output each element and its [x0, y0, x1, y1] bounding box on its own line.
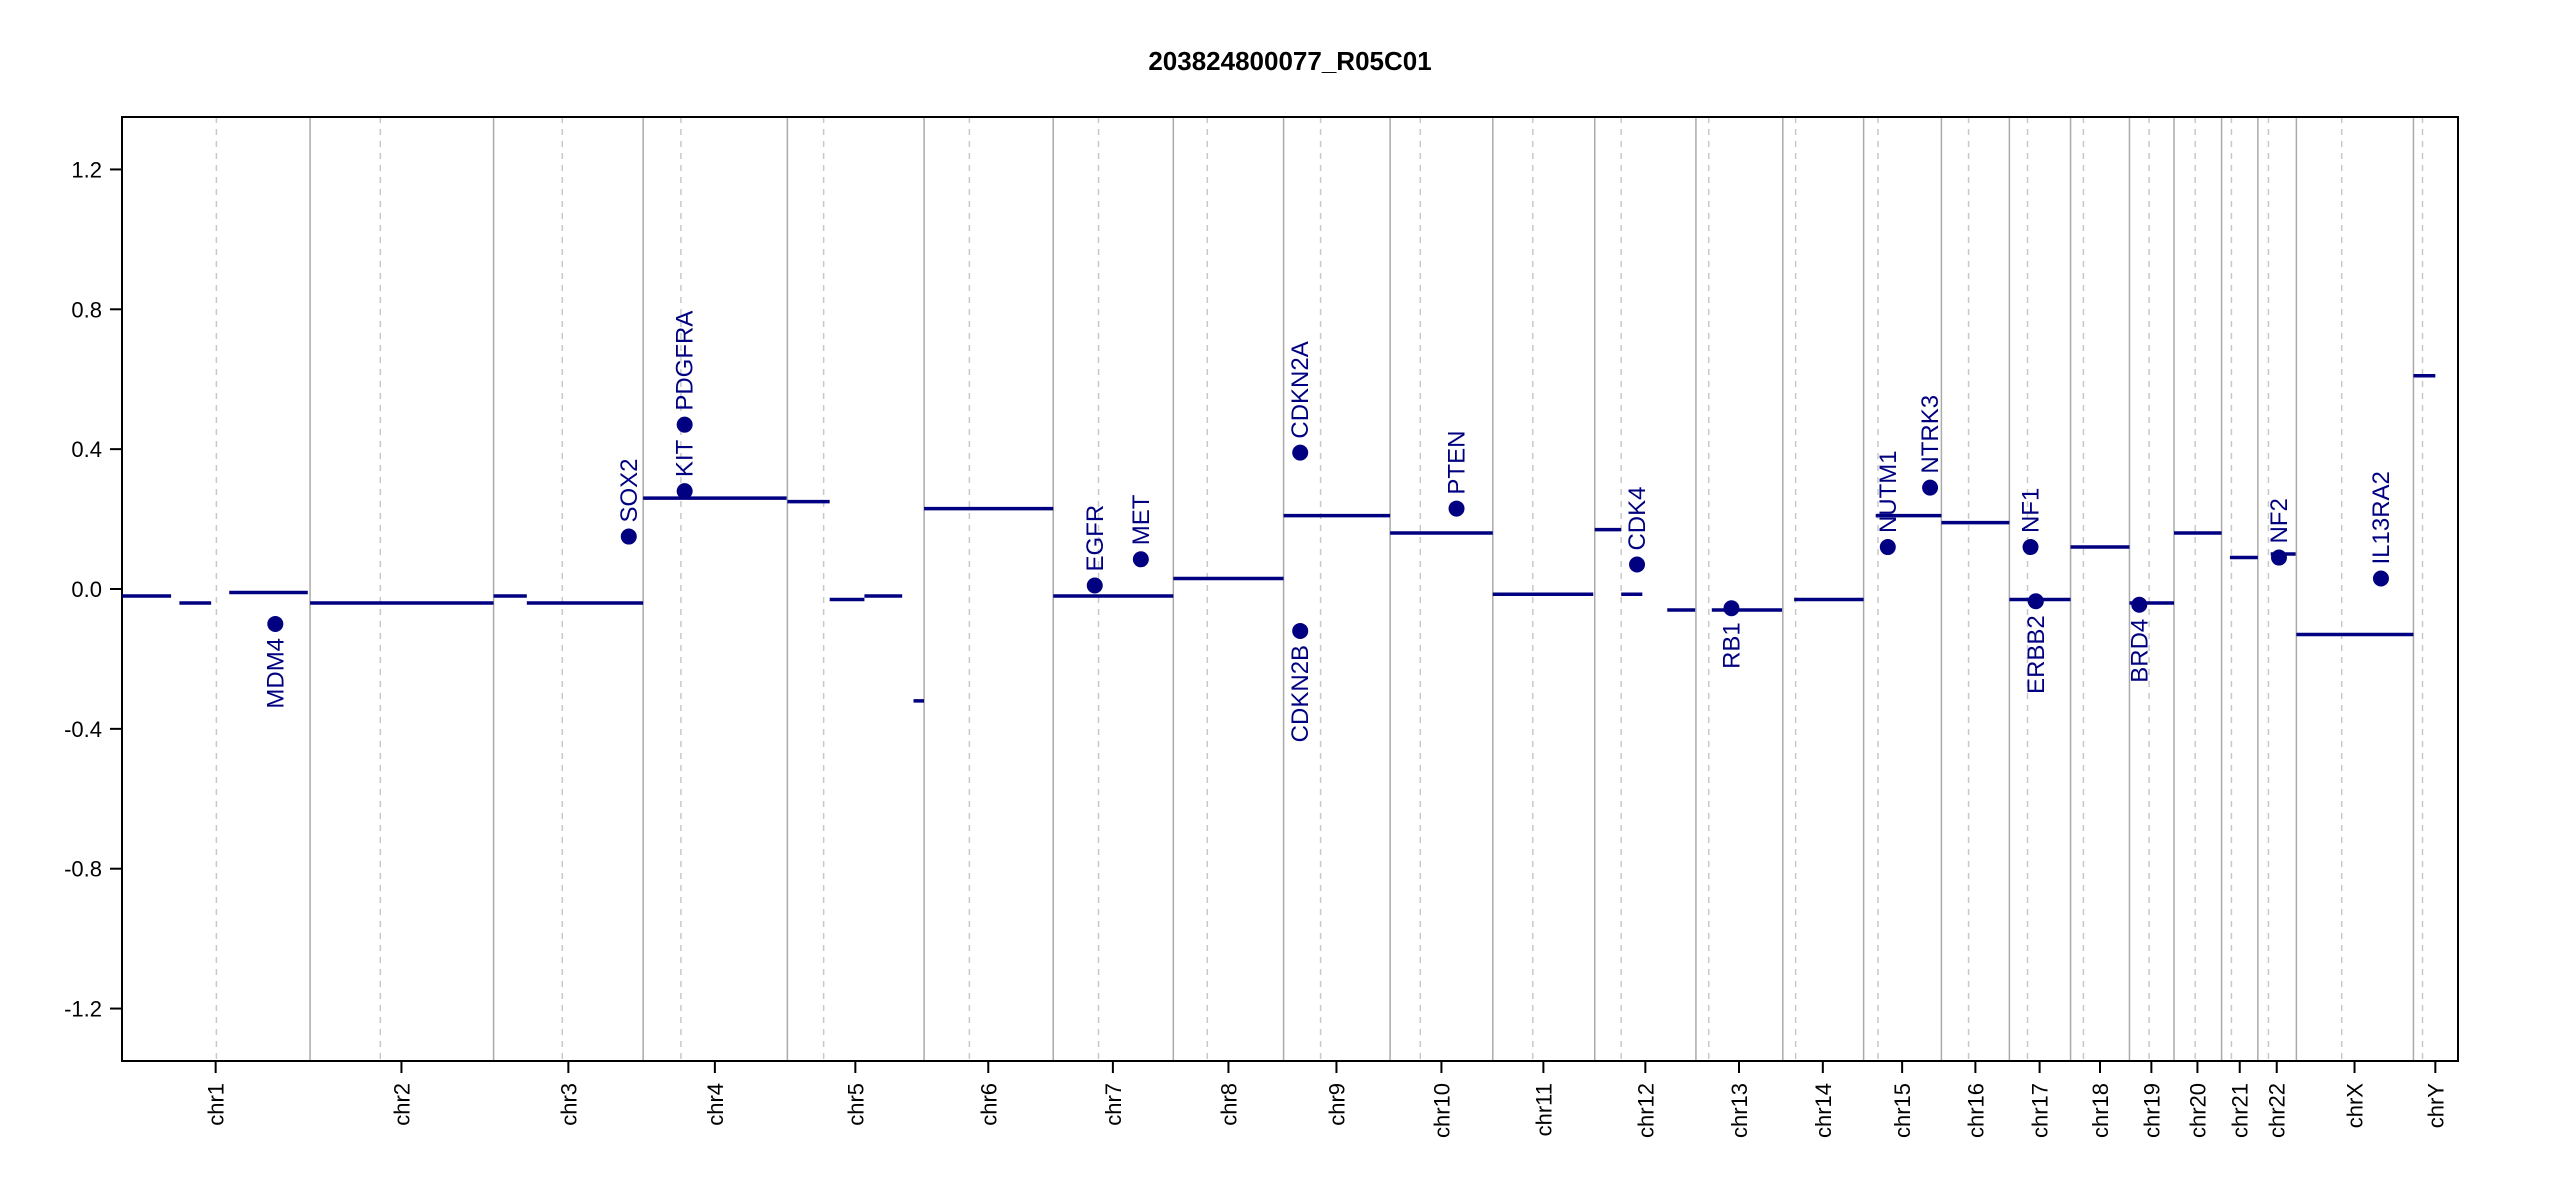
- x-tick-label: chr21: [2228, 1083, 2253, 1138]
- x-tick-label: chr17: [2028, 1083, 2053, 1138]
- x-tick-label: chr4: [703, 1083, 728, 1126]
- x-tick-label: chr7: [1101, 1083, 1126, 1126]
- gene-label: MDM4: [262, 638, 289, 709]
- gene-label: CDK4: [1624, 486, 1651, 550]
- gene-point: [1132, 551, 1149, 568]
- x-tick-label: chr20: [2185, 1083, 2210, 1138]
- gene-label: RB1: [1718, 622, 1745, 669]
- gene-point: [1922, 479, 1939, 496]
- x-tick-label: chr22: [2265, 1083, 2290, 1138]
- y-tick-label: 0.4: [71, 437, 102, 462]
- x-tick-label: chr14: [1811, 1083, 1836, 1138]
- gene-label: NUTM1: [1875, 450, 1902, 533]
- y-tick-label: -1.2: [64, 997, 102, 1022]
- gene-point: [2022, 539, 2039, 556]
- x-tick-label: chr3: [556, 1083, 581, 1126]
- plot-frame: [121, 116, 2459, 1062]
- x-tick-label: chr6: [976, 1083, 1001, 1126]
- y-tick-label: -0.8: [64, 857, 102, 882]
- gene-point: [2027, 593, 2044, 610]
- gene-label: NTRK3: [1917, 395, 1944, 474]
- x-tick-label: chr10: [1429, 1083, 1454, 1138]
- y-tick-label: 0.8: [71, 297, 102, 322]
- y-tick-label: 1.2: [71, 157, 102, 182]
- gene-label: NF2: [2266, 498, 2293, 543]
- gene-point: [1723, 600, 1740, 617]
- gene-point: [2131, 596, 2148, 613]
- x-tick-label: chr8: [1216, 1083, 1241, 1126]
- x-tick-label: chrX: [2343, 1083, 2368, 1129]
- x-tick-label: chr19: [2139, 1083, 2164, 1138]
- gene-point: [1448, 500, 1465, 517]
- gene-label: NF1: [2018, 488, 2045, 533]
- x-tick-label: chr5: [843, 1083, 868, 1126]
- gene-point: [676, 416, 693, 433]
- chart-title: 203824800077_R05C01: [1148, 46, 1431, 76]
- x-tick-label: chr12: [1633, 1083, 1658, 1138]
- gene-label: CDKN2A: [1287, 341, 1314, 438]
- x-tick-label: chr16: [1963, 1083, 1988, 1138]
- gene-label: CDKN2B: [1287, 645, 1314, 742]
- gene-point: [1086, 577, 1103, 594]
- gene-label: BRD4: [2126, 619, 2153, 683]
- gene-label: MET: [1128, 494, 1155, 545]
- x-tick-label: chr1: [204, 1083, 229, 1126]
- x-tick-label: chr11: [1531, 1083, 1556, 1136]
- gene-point: [620, 528, 637, 545]
- gene-label: EGFR: [1082, 505, 1109, 572]
- gene-point: [2372, 570, 2389, 587]
- x-tick-label: chr9: [1324, 1083, 1349, 1126]
- y-tick-label: 0.0: [71, 577, 102, 602]
- y-tick-label: -0.4: [64, 717, 102, 742]
- gene-label: ERBB2: [2023, 615, 2050, 694]
- gene-label: IL13RA2: [2368, 471, 2395, 564]
- gene-point: [267, 615, 284, 632]
- gene-point: [2271, 549, 2288, 566]
- gene-point: [676, 483, 693, 500]
- x-tick-label: chr15: [1890, 1083, 1915, 1138]
- x-tick-label: chr13: [1727, 1083, 1752, 1138]
- gene-point: [1879, 539, 1896, 556]
- gene-point: [1629, 556, 1646, 573]
- gene-label: PTEN: [1444, 431, 1471, 495]
- gene-label: KIT: [672, 439, 699, 477]
- gene-label: SOX2: [616, 459, 643, 523]
- gene-label: PDGFRA: [672, 311, 699, 411]
- x-tick-label: chr2: [389, 1083, 414, 1126]
- gene-point: [1292, 444, 1309, 461]
- gene-point: [1292, 622, 1309, 639]
- x-tick-label: chrY: [2423, 1083, 2448, 1129]
- x-tick-label: chr18: [2088, 1083, 2113, 1138]
